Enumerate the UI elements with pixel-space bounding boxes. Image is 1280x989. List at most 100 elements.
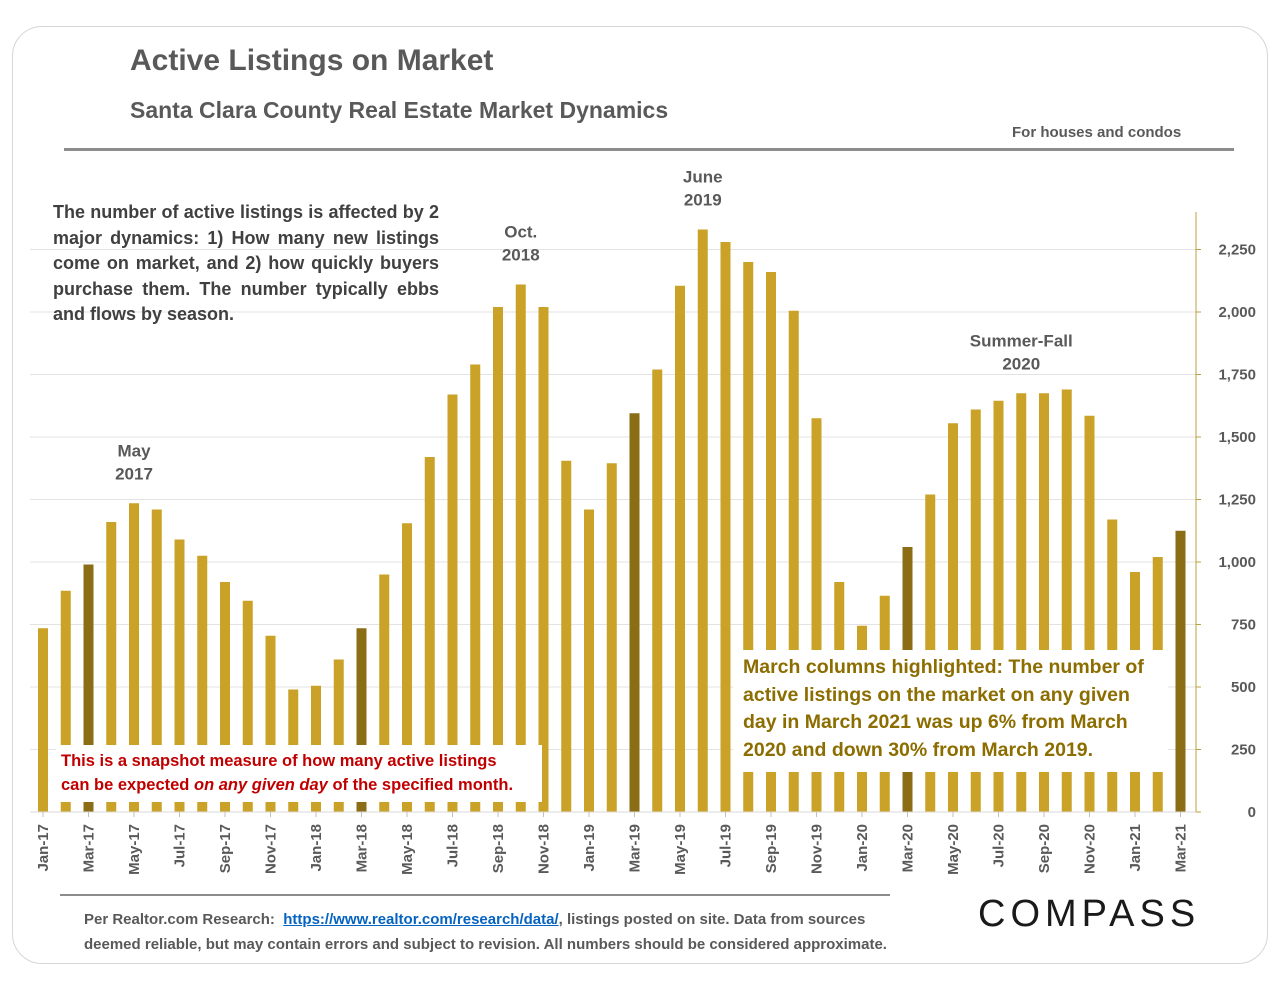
bar-feb-17 (60, 590, 71, 812)
x-tick-label: Nov-19 (809, 824, 826, 874)
bar-oct-19 (788, 310, 799, 812)
snapshot-note-suffix: of the specified month. (327, 775, 514, 794)
y-tick-label: 2,000 (1218, 304, 1256, 321)
bar-nov-17 (265, 635, 276, 812)
annotation-label: 2018 (502, 246, 540, 265)
footer-disclaimer: deemed reliable, but may contain errors … (84, 936, 887, 953)
y-tick-label: 1,500 (1218, 429, 1256, 446)
x-tick-label: Jul-20 (991, 824, 1008, 867)
bar-may-17 (129, 503, 139, 812)
annotation-label: 2017 (115, 464, 153, 483)
x-tick-label: Jul-18 (445, 824, 462, 867)
march-note-line3: day in March 2021 was up 6% from March (743, 711, 1128, 733)
x-tick-label: Mar-17 (81, 824, 98, 872)
bar-mar-17 (83, 564, 94, 812)
bar-mar-19 (629, 413, 640, 812)
x-tick-label: Jul-19 (718, 824, 735, 867)
x-tick-label: May-20 (945, 824, 962, 875)
source-footer: Per Realtor.com Research: https://www.re… (84, 907, 924, 957)
x-tick-label: Sep-18 (490, 824, 507, 873)
bar-may-20 (948, 423, 958, 812)
y-tick-label: 2,250 (1218, 242, 1256, 259)
chart-title: Active Listings on Market (130, 44, 494, 77)
march-note-line4: 2020 and down 30% from March 2019. (743, 738, 1094, 761)
annotation-label: 2019 (684, 191, 722, 210)
bar-jun-17 (151, 509, 162, 812)
axes (30, 212, 1201, 817)
footer-divider (60, 894, 890, 896)
march-note-line1: March columns highlighted: The number of (743, 656, 1144, 678)
bar-dec-18 (561, 460, 572, 812)
bar-may-19 (675, 285, 685, 812)
bar-aug-19 (743, 262, 754, 812)
header-divider (64, 148, 1234, 151)
bar-feb-19 (606, 463, 617, 812)
bar-apr-17 (106, 522, 117, 812)
x-tick-label: Mar-21 (1173, 824, 1190, 872)
annotation-label: June (683, 168, 723, 187)
bar-mar-21 (1175, 530, 1186, 812)
bar-sep-20 (1039, 393, 1049, 812)
march-highlight-note: March columns highlighted: The number of… (733, 650, 1168, 772)
x-tick-label: Jan-19 (581, 824, 598, 872)
bar-aug-17 (197, 555, 208, 812)
footer-suffix: , listings posted on site. Data from sou… (558, 911, 866, 928)
bar-jun-20 (970, 409, 981, 812)
y-tick-label: 750 (1231, 617, 1256, 634)
bar-jun-19 (697, 229, 708, 812)
x-tick-label: Jan-18 (308, 824, 325, 872)
bar-nov-19 (811, 418, 822, 812)
annotation-label: May (117, 441, 151, 460)
bar-jun-18 (424, 457, 435, 812)
snapshot-note: This is a snapshot measure of how many a… (56, 745, 542, 802)
x-tick-label: Nov-17 (263, 824, 280, 874)
bar-jul-17 (174, 539, 185, 812)
annotations: May 2017 Oct. 2018 June 2019 Summer-Fall 2020 (115, 168, 1073, 484)
footer-prefix: Per Realtor.com Research: (84, 911, 275, 928)
snapshot-note-line1: This is a snapshot measure of how many a… (61, 752, 497, 770)
x-tick-label: Mar-19 (627, 824, 644, 872)
bar-jan-17 (38, 628, 48, 812)
bar-apr-19 (652, 369, 663, 812)
y-tick-label: 250 (1231, 742, 1256, 759)
chart-subtitle: Santa Clara County Real Estate Market Dy… (130, 97, 669, 123)
x-tick-label: Mar-18 (354, 824, 371, 872)
bar-feb-18 (333, 659, 344, 812)
bar-aug-20 (1016, 393, 1027, 812)
bar-oct-17 (242, 600, 253, 812)
bar-oct-20 (1061, 389, 1072, 812)
x-tick-label: Sep-20 (1036, 824, 1053, 873)
annotation-label: Oct. (504, 223, 537, 242)
x-tick-label: Nov-20 (1082, 824, 1099, 874)
bar-mar-18 (356, 628, 367, 812)
x-tick-label: Mar-20 (900, 824, 917, 872)
x-tick-label: May-17 (126, 824, 143, 875)
x-tick-label: Jan-20 (854, 824, 871, 872)
x-tick-label: Jan-17 (35, 824, 52, 872)
annotation-label: 2020 (1002, 354, 1040, 373)
dynamics-note: The number of active listings is affecte… (53, 202, 439, 325)
x-tick-label: May-18 (399, 824, 416, 875)
bar-nov-18 (538, 307, 549, 812)
bar-jan-19 (584, 509, 594, 812)
bar-may-18 (402, 523, 412, 812)
annotation-label: Summer-Fall (970, 331, 1073, 350)
x-tick-label: May-19 (672, 824, 689, 875)
bar-oct-18 (515, 284, 526, 812)
y-tick-label: 1,750 (1218, 367, 1256, 384)
scope-note: For houses and condos (1012, 124, 1182, 141)
x-tick-label: Jan-21 (1127, 824, 1144, 872)
realtor-research-link[interactable]: https://www.realtor.com/research/data/ (283, 911, 559, 928)
x-tick-label: Jul-17 (172, 824, 189, 867)
bar-jul-18 (447, 394, 458, 812)
y-tick-label: 500 (1231, 679, 1256, 696)
march-note-line2: active listings on the market on any giv… (743, 683, 1130, 706)
y-tick-label: 1,000 (1218, 554, 1256, 571)
bar-aug-18 (470, 364, 481, 812)
x-tick-label: Sep-19 (763, 824, 780, 873)
x-tick-label: Sep-17 (217, 824, 234, 873)
bar-sep-18 (493, 307, 503, 812)
bar-jul-20 (993, 400, 1004, 812)
bar-apr-18 (379, 574, 390, 812)
